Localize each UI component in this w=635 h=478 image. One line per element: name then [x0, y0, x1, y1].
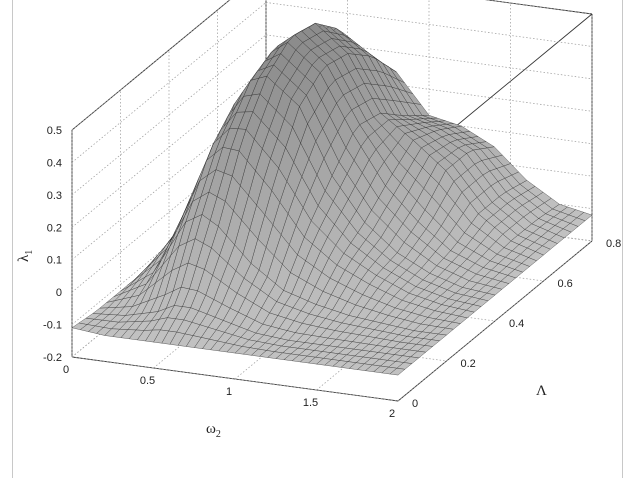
y-tick-label: 0.8	[606, 238, 621, 250]
z-tick-label: 0.1	[47, 255, 62, 267]
z-tick-label: -0.2	[43, 352, 62, 364]
y-tick-label: 0	[412, 398, 418, 410]
z-tick-label: 0.5	[47, 125, 62, 137]
y-tick-label: 0.2	[461, 358, 476, 370]
z-tick-label: 0.2	[47, 222, 62, 234]
figure-frame	[12, 0, 623, 478]
x-tick-label: 2	[389, 408, 395, 420]
x-axis-label: ω2	[206, 421, 221, 440]
z-tick-label: -0.1	[43, 320, 62, 332]
grid-z-back	[265, 131, 593, 177]
grid-z-back	[265, 34, 593, 80]
z-tick-label: 0.4	[47, 157, 62, 169]
grid-z-back	[265, 66, 593, 112]
y-axis-line	[397, 240, 593, 402]
grid-z-back	[265, 2, 593, 47]
x-tick-label: 1	[226, 386, 232, 398]
grid-y-floor	[71, 356, 399, 402]
x-tick-label: 0.5	[140, 375, 155, 387]
x-tick-label: 1.5	[303, 397, 318, 409]
surface-mesh	[71, 22, 593, 376]
x-tick-label: 0	[63, 364, 69, 376]
top-left-edge	[71, 0, 231, 131]
surface-patch	[71, 322, 88, 330]
y-tick-label: 0.4	[509, 318, 524, 330]
z-tick-label: 0	[56, 287, 62, 299]
z-tick-label: 0.3	[47, 190, 62, 202]
grid-z-back	[485, 0, 593, 15]
tick-labels: -0.2 -0.1 0 0.1 0.2 0.3 0.4 0.5 0 0.5 1 1.5 2 0 0.2 0.4…	[43, 125, 621, 420]
z-axis-label: λ1	[16, 250, 35, 262]
y-axis-label: Λ	[536, 383, 547, 399]
y-tick-label: 0.6	[558, 278, 573, 290]
grid-z-back	[265, 99, 593, 145]
